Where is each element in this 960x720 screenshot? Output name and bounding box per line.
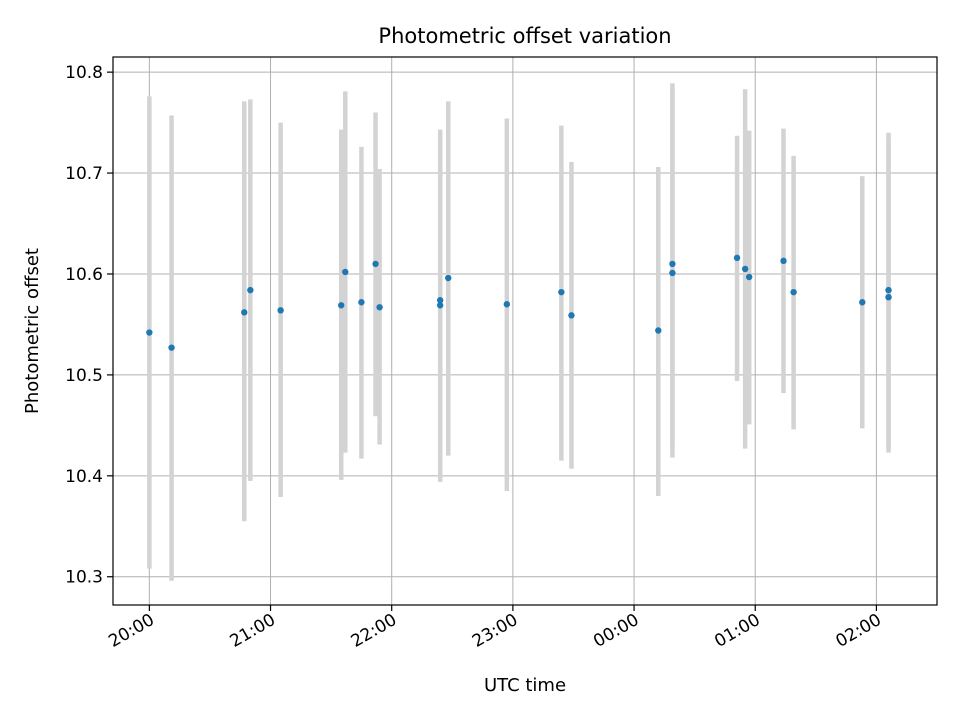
data-point: [241, 309, 248, 316]
data-point: [358, 299, 365, 306]
y-tick-label: 10.8: [65, 63, 103, 83]
data-point: [790, 288, 797, 296]
data-point: [885, 286, 892, 294]
data-point: [372, 260, 379, 268]
data-point: [168, 344, 175, 351]
data-point: [741, 265, 749, 273]
chart-title: Photometric offset variation: [378, 24, 671, 48]
data-point: [669, 260, 676, 268]
data-point: [342, 268, 349, 276]
data-point: [733, 254, 741, 262]
data-point: [277, 307, 284, 314]
data-point: [859, 299, 866, 306]
data-point: [436, 302, 444, 309]
y-tick-label: 10.5: [65, 366, 103, 386]
y-axis-label: Photometric offset: [22, 248, 43, 414]
y-tick-label: 10.4: [65, 467, 103, 487]
data-point: [655, 327, 662, 334]
data-point: [247, 286, 254, 294]
data-point: [445, 274, 452, 282]
data-point: [558, 288, 565, 296]
data-point: [780, 257, 787, 265]
y-tick-label: 10.7: [65, 164, 103, 184]
data-point: [568, 312, 575, 319]
data-point: [669, 269, 676, 277]
data-points: [146, 254, 892, 351]
x-axis-label: UTC time: [484, 675, 566, 696]
y-tick-label: 10.3: [65, 568, 103, 588]
x-axis-ticks: 20:00 21:00 22:00 23:00 00:00 01:00 02:00: [105, 605, 885, 652]
data-point: [376, 304, 383, 311]
data-point: [503, 301, 511, 308]
plot-frame: [112, 56, 938, 606]
data-point: [745, 273, 753, 281]
data-point: [146, 329, 153, 336]
data-point: [885, 293, 892, 301]
y-axis-ticks: 10.3 10.4 10.5 10.6 10.7 10.8: [65, 63, 113, 588]
y-tick-label: 10.6: [65, 265, 103, 285]
data-point: [436, 297, 444, 304]
data-point: [338, 302, 345, 309]
